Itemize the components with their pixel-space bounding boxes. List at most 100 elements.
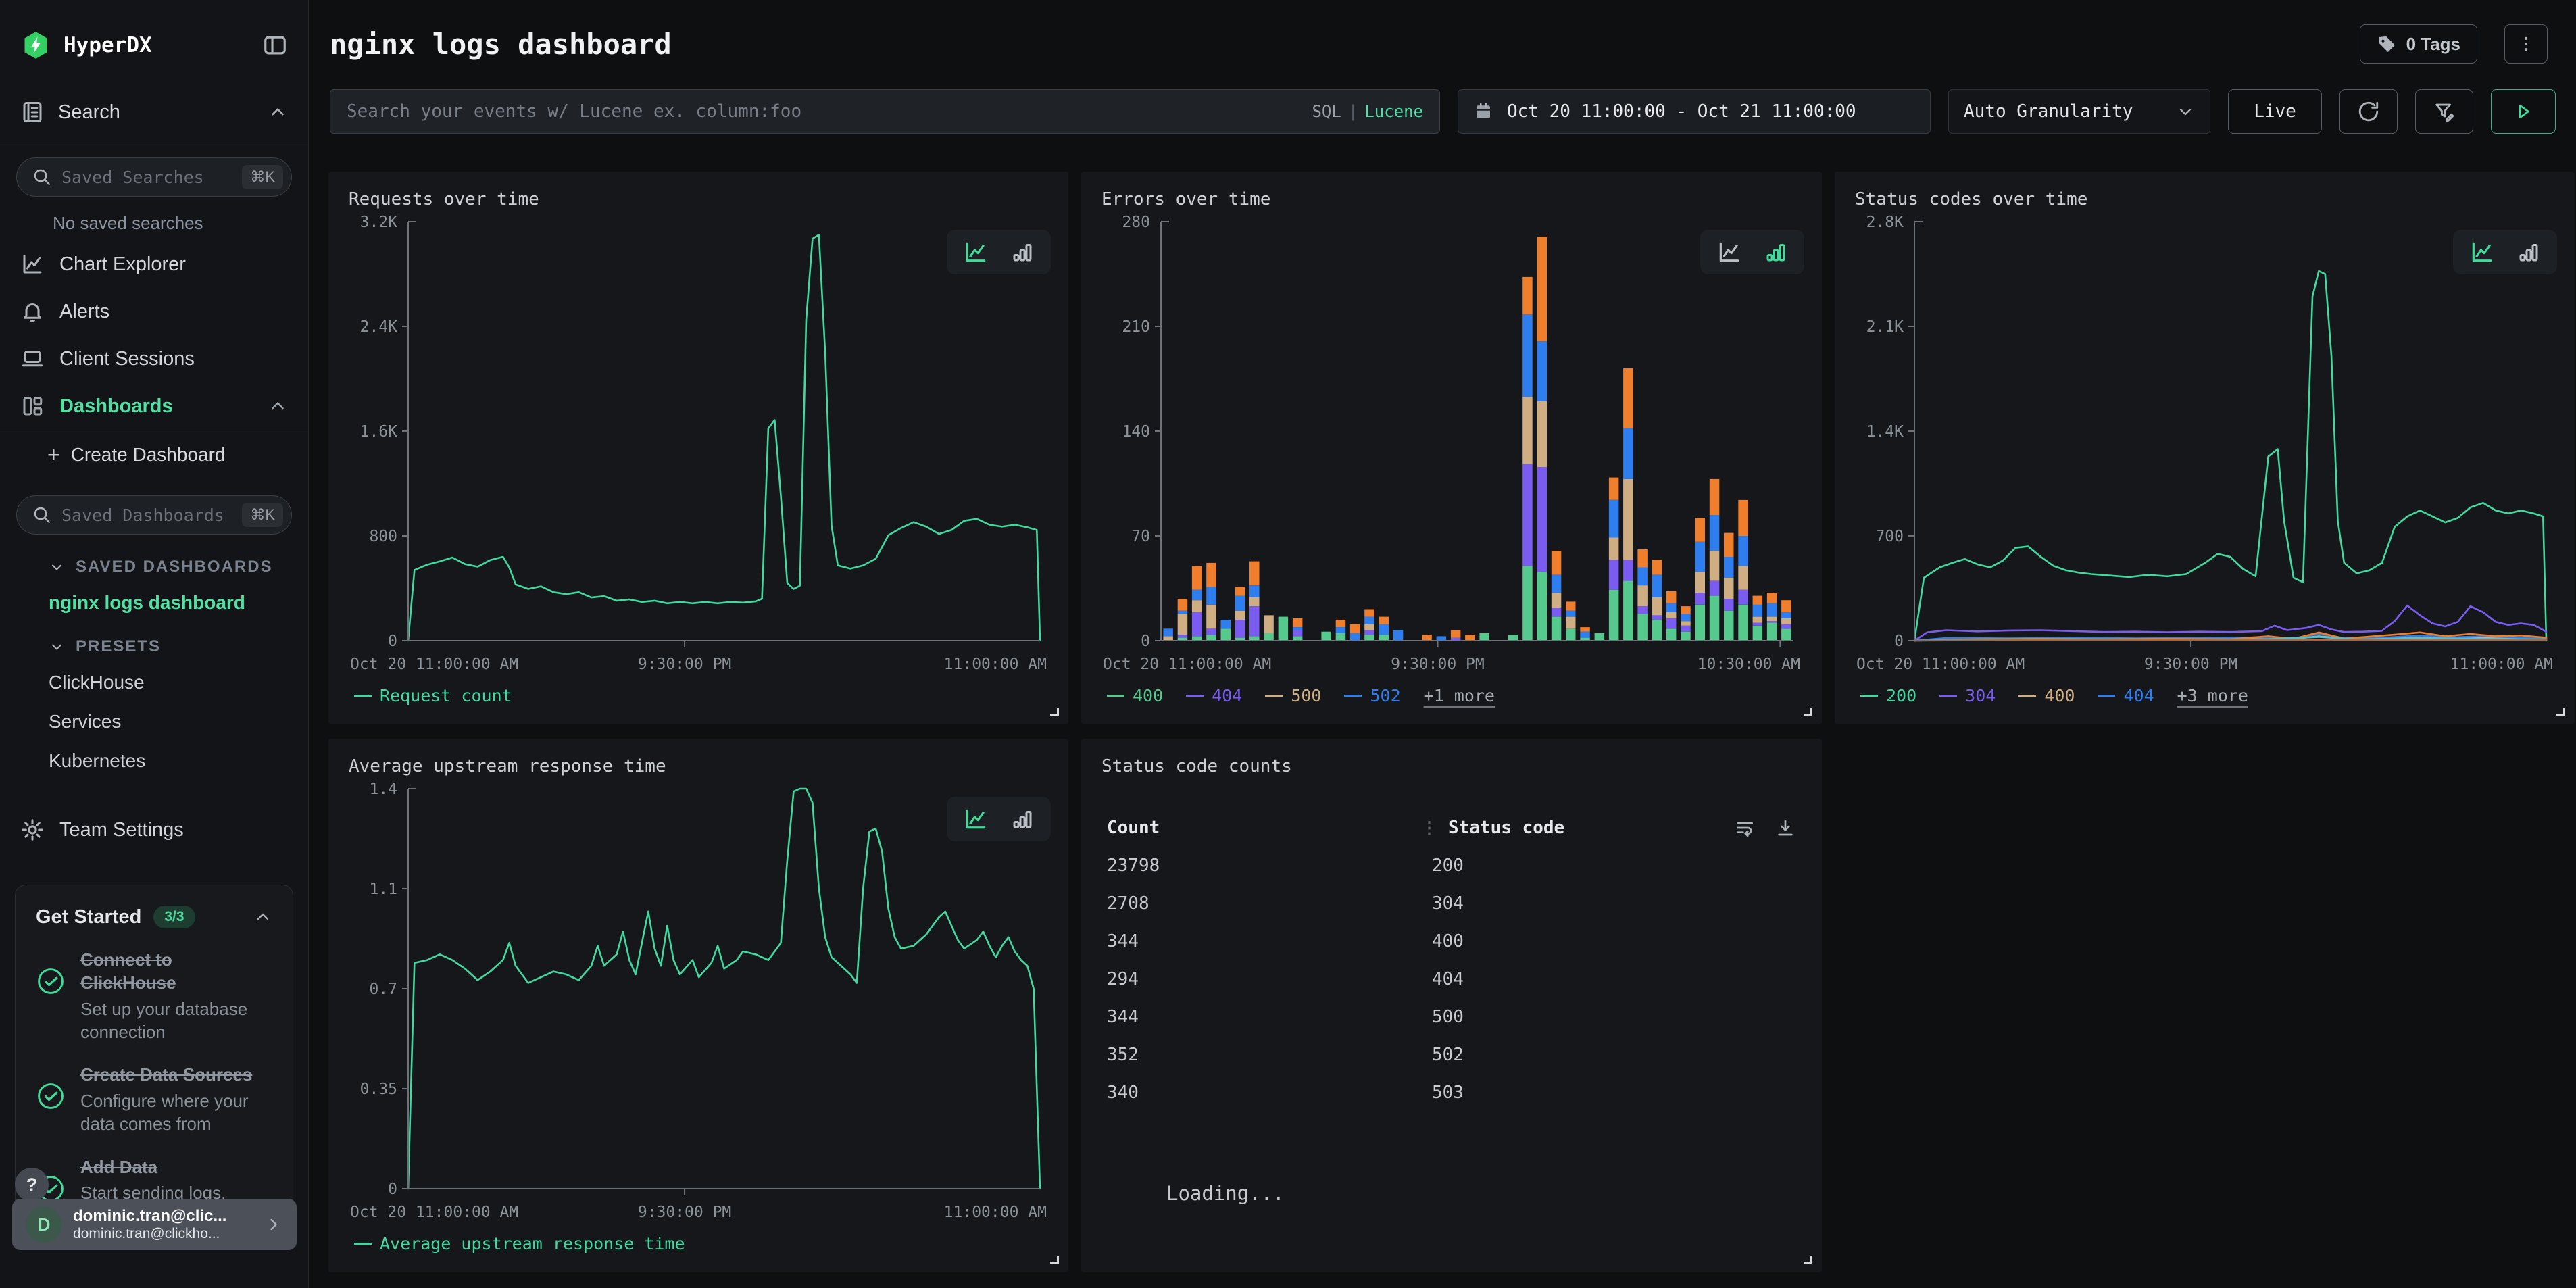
sidebar-item-clickhouse[interactable]: ClickHouse	[0, 663, 308, 702]
legend-item[interactable]: 404	[1186, 686, 1242, 705]
live-button[interactable]: Live	[2228, 89, 2322, 134]
create-dashboard-button[interactable]: + Create Dashboard	[0, 430, 308, 479]
play-icon	[2512, 101, 2534, 122]
svg-text:2.1K: 2.1K	[1866, 318, 1904, 336]
sidebar-item-dashboards[interactable]: Dashboards	[0, 382, 308, 430]
table-row[interactable]: 344400	[1107, 922, 1796, 960]
get-started-item[interactable]: Create Data Sources Configure where your…	[36, 1064, 272, 1135]
bar-chart-icon[interactable]	[1009, 240, 1036, 264]
svg-text:1.1: 1.1	[369, 881, 397, 898]
cell-count: 340	[1107, 1083, 1432, 1103]
legend-item[interactable]: 400	[1107, 686, 1163, 705]
svg-text:Oct 20 11:00:00 AM: Oct 20 11:00:00 AM	[1856, 655, 2025, 673]
line-chart-icon[interactable]	[962, 806, 990, 832]
chart-line-icon	[20, 252, 45, 276]
status-codes-chart[interactable]: 2.8K2.1K1.4K7000Oct 20 11:00:00 AM9:30:0…	[1855, 209, 2554, 677]
refresh-icon	[2357, 100, 2380, 123]
event-search-input[interactable]	[347, 101, 1299, 122]
granularity-select[interactable]: Auto Granularity	[1948, 89, 2210, 134]
bar-chart-icon[interactable]	[1009, 807, 1036, 831]
upstream-response-chart[interactable]: 1.41.10.70.350Oct 20 11:00:00 AM9:30:00 …	[349, 776, 1048, 1225]
dashboard-menu-button[interactable]	[2504, 24, 2548, 64]
requests-chart[interactable]: 3.2K2.4K1.6K8000Oct 20 11:00:00 AM9:30:0…	[349, 209, 1048, 677]
chart-type-toggle[interactable]	[1700, 230, 1804, 274]
saved-dashboards-section-header[interactable]: SAVED DASHBOARDS	[0, 543, 308, 583]
sidebar-collapse-icon[interactable]	[262, 32, 288, 58]
dashboard-grid: Requests over time 3.2K2.4K1.6K8000Oct 2…	[328, 172, 2575, 1272]
sidebar-item-alerts[interactable]: Alerts	[0, 288, 308, 335]
chart-type-toggle[interactable]	[2453, 230, 2557, 274]
resize-handle[interactable]	[2556, 708, 2565, 716]
table-row[interactable]: 294404	[1107, 960, 1796, 998]
create-dashboard-label: Create Dashboard	[71, 444, 226, 466]
table-row[interactable]: 2708304	[1107, 885, 1796, 922]
refresh-button[interactable]	[2339, 89, 2398, 134]
sidebar-item-chart-explorer[interactable]: Chart Explorer	[0, 241, 308, 288]
sidebar-item-search[interactable]: Search	[0, 84, 308, 141]
legend-item[interactable]: Request count	[354, 686, 512, 705]
presets-section-header[interactable]: PRESETS	[0, 622, 308, 663]
sql-toggle[interactable]: SQL	[1312, 102, 1341, 121]
help-button[interactable]: ?	[15, 1168, 49, 1202]
table-row[interactable]: 344500	[1107, 998, 1796, 1036]
nav-label: Alerts	[59, 301, 109, 323]
column-header-count[interactable]: Count	[1107, 818, 1421, 838]
get-started-item[interactable]: Connect to ClickHouse Set up your databa…	[36, 949, 272, 1043]
chart-type-toggle[interactable]	[947, 230, 1051, 274]
bar-chart-icon[interactable]	[1762, 240, 1789, 264]
legend-item[interactable]: 400	[2018, 686, 2075, 705]
event-search-box[interactable]: SQL | Lucene	[330, 89, 1440, 134]
team-settings-label: Team Settings	[59, 819, 184, 841]
errors-chart[interactable]: 280210140700Oct 20 11:00:00 AM9:30:00 PM…	[1101, 209, 1802, 677]
chevron-up-icon[interactable]	[268, 396, 288, 416]
sidebar-item-kubernetes[interactable]: Kubernetes	[0, 741, 308, 781]
column-header-status-code[interactable]: Status code	[1448, 818, 1564, 838]
sidebar-item-team-settings[interactable]: Team Settings	[0, 806, 308, 853]
sidebar-item-nginx-logs-dashboard[interactable]: nginx logs dashboard	[0, 583, 308, 622]
saved-dashboards-field[interactable]	[61, 505, 232, 525]
bar-chart-icon[interactable]	[2515, 240, 2542, 264]
chart-type-toggle[interactable]	[947, 797, 1051, 841]
table-row[interactable]: 340503	[1107, 1074, 1796, 1112]
chevron-up-icon[interactable]	[253, 908, 272, 926]
saved-dashboards-input[interactable]: ⌘K	[16, 495, 292, 535]
resize-handle[interactable]	[1804, 1256, 1812, 1264]
legend-item[interactable]: 304	[1939, 686, 1996, 705]
legend-item[interactable]: 500	[1265, 686, 1321, 705]
column-drag-handle[interactable]: ⋮	[1421, 818, 1437, 837]
user-menu[interactable]: D dominic.tran@clic... dominic.tran@clic…	[12, 1199, 297, 1250]
line-chart-icon[interactable]	[2468, 239, 2496, 265]
run-query-button[interactable]	[2491, 89, 2556, 134]
legend-more-link[interactable]: +1 more	[1424, 686, 1495, 705]
saved-searches-input[interactable]: ⌘K	[16, 157, 292, 197]
chevron-up-icon[interactable]	[268, 102, 288, 122]
svg-text:140: 140	[1122, 423, 1150, 441]
svg-text:280: 280	[1122, 214, 1150, 231]
legend-item[interactable]: 200	[1860, 686, 1916, 705]
table-row[interactable]: 23798200	[1107, 847, 1796, 885]
lang-divider: |	[1348, 102, 1358, 121]
sidebar-item-services[interactable]: Services	[0, 702, 308, 741]
cell-count: 344	[1107, 931, 1432, 951]
resize-handle[interactable]	[1050, 1256, 1059, 1264]
legend-item[interactable]: 404	[2098, 686, 2154, 705]
panel-title: Status code counts	[1101, 756, 1802, 776]
filter-edit-button[interactable]	[2415, 89, 2473, 134]
cell-count: 294	[1107, 969, 1432, 989]
legend-more-link[interactable]: +3 more	[2177, 686, 2248, 705]
resize-handle[interactable]	[1050, 708, 1059, 716]
table-row[interactable]: 352502	[1107, 1036, 1796, 1074]
legend-item[interactable]: 502	[1344, 686, 1400, 705]
tags-button[interactable]: 0 Tags	[2360, 24, 2477, 64]
lucene-toggle[interactable]: Lucene	[1364, 102, 1423, 121]
resize-handle[interactable]	[1804, 708, 1812, 716]
saved-searches-field[interactable]	[61, 168, 232, 187]
line-chart-icon[interactable]	[1715, 239, 1743, 265]
sidebar-item-client-sessions[interactable]: Client Sessions	[0, 335, 308, 382]
chevron-right-icon	[264, 1215, 283, 1234]
wrap-text-icon[interactable]	[1734, 817, 1756, 839]
download-icon[interactable]	[1775, 817, 1796, 839]
line-chart-icon[interactable]	[962, 239, 990, 265]
legend-item[interactable]: Average upstream response time	[354, 1234, 685, 1254]
date-range-picker[interactable]: Oct 20 11:00:00 - Oct 21 11:00:00	[1458, 89, 1931, 134]
